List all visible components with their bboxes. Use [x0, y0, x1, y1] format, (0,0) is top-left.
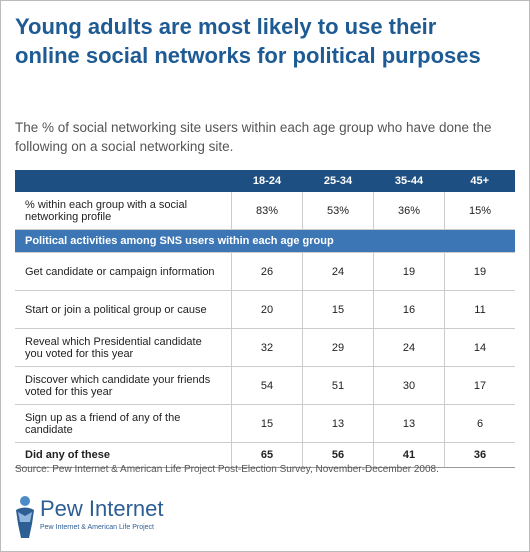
row-label: Reveal which Presidential candidate you …	[15, 328, 232, 367]
column-header: 18-24	[231, 170, 303, 192]
row-label: Discover which candidate your friends vo…	[15, 366, 232, 405]
cell: 17	[444, 366, 515, 405]
cell: 6	[444, 404, 515, 443]
cell: 13	[302, 404, 374, 443]
column-header: 25-34	[302, 170, 374, 192]
row-label: % within each group with a social networ…	[15, 192, 232, 230]
cell: 51	[302, 366, 374, 405]
cell: 24	[373, 328, 445, 367]
cell: 41	[373, 442, 445, 468]
logo-name: Pew Internet	[40, 496, 164, 521]
column-header: 35-44	[373, 170, 445, 192]
source: Source: Pew Internet & American Life Pro…	[15, 464, 439, 475]
table-row: Start or join a political group or cause…	[15, 290, 515, 329]
row-label: Get candidate or campaign information	[15, 252, 232, 291]
table-row: % within each group with a social networ…	[15, 192, 515, 230]
cell: 65	[231, 442, 303, 468]
row-label: Sign up as a friend of any of the candid…	[15, 404, 232, 443]
table-row: Discover which candidate your friends vo…	[15, 366, 515, 405]
cell: 30	[373, 366, 445, 405]
cell: 11	[444, 290, 515, 329]
subtitle: The % of social networking site users wi…	[15, 120, 492, 154]
cell: 15%	[444, 192, 515, 230]
cell: 20	[231, 290, 303, 329]
table: 18-24 25-34 35-44 45+ % within each group w…	[15, 170, 515, 468]
cell: 13	[373, 404, 445, 443]
row-label: Did any of these	[15, 442, 232, 468]
cell: 29	[302, 328, 374, 367]
cell: 32	[231, 328, 303, 367]
table-row: Get candidate or campaign information 26 2…	[15, 252, 515, 291]
logo-icon	[16, 496, 34, 538]
cell: 15	[302, 290, 374, 329]
cell: 53%	[302, 192, 374, 230]
row-label: Start or join a political group or cause	[15, 290, 232, 329]
column-header: 45+	[444, 170, 515, 192]
cell: 19	[444, 252, 515, 291]
cell: 19	[373, 252, 445, 291]
cell: 14	[444, 328, 515, 367]
table-row: Did any of these 65 56 41 36	[15, 442, 515, 468]
cell: 36%	[373, 192, 445, 230]
cell: 83%	[231, 192, 303, 230]
logo: Pew Internet Pew Internet & American Lif…	[12, 494, 212, 542]
cell: 36	[444, 442, 515, 468]
header-row: 18-24 25-34 35-44 45+	[15, 170, 515, 192]
table-row: Reveal which Presidential candidate you …	[15, 328, 515, 367]
cell: 15	[231, 404, 303, 443]
cell: 24	[302, 252, 374, 291]
title: Young adults are most likely to use thei…	[15, 14, 481, 68]
cell: 56	[302, 442, 374, 468]
cell: 54	[231, 366, 303, 405]
table-row: Sign up as a friend of any of the candid…	[15, 404, 515, 443]
logo-tagline: Pew Internet & American Life Project	[40, 524, 154, 531]
header-blank	[15, 170, 232, 192]
cell: 26	[231, 252, 303, 291]
section-label: Political activities among SNS users wit…	[15, 229, 515, 253]
cell: 16	[373, 290, 445, 329]
section-row: Political activities among SNS users wit…	[15, 229, 515, 253]
